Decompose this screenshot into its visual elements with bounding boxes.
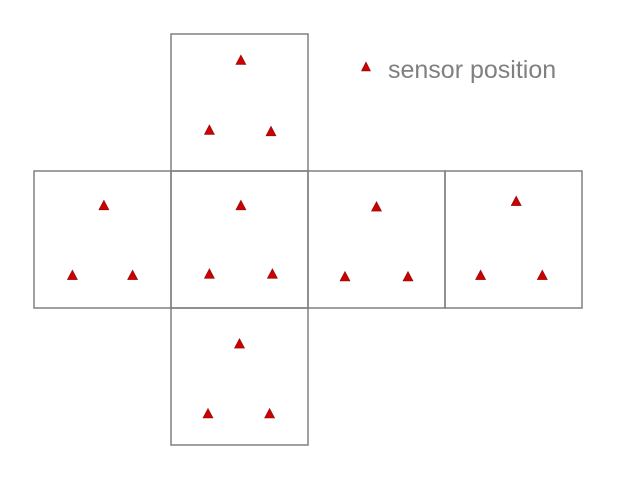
- cube-face-left: [33, 170, 172, 309]
- legend: sensor position: [361, 56, 556, 84]
- sensor-marker-right-3: [402, 270, 414, 282]
- cube-face-right: [307, 170, 446, 309]
- sensor-marker-right-1: [371, 200, 382, 212]
- sensor-marker-top-1: [235, 54, 247, 65]
- sensor-marker-top-2: [203, 124, 215, 135]
- cube-face-bottom: [170, 307, 309, 446]
- cube-face-back: [444, 170, 583, 309]
- sensor-marker-back-3: [536, 269, 548, 280]
- sensor-marker-top-3: [265, 125, 277, 137]
- sensor-marker-front-2: [203, 268, 215, 279]
- sensor-marker-left-3: [127, 269, 139, 280]
- sensor-marker-left-2: [66, 269, 78, 280]
- sensor-marker-bottom-3: [264, 407, 276, 419]
- sensor-marker-bottom-1: [234, 337, 245, 349]
- cube-faces: [33, 33, 583, 446]
- sensor-marker-front-1: [235, 199, 247, 211]
- cube-face-front: [170, 170, 309, 309]
- cube-face-top: [170, 33, 309, 172]
- legend-label: sensor position: [388, 56, 556, 84]
- sensor-markers: [66, 54, 548, 419]
- sensor-marker-bottom-2: [202, 407, 214, 419]
- sensor-marker-left-1: [98, 199, 110, 211]
- sensor-marker-back-2: [475, 269, 487, 280]
- sensor-marker-right-2: [339, 270, 351, 282]
- sensor-marker-back-1: [510, 195, 522, 206]
- sensor-marker-front-3: [266, 268, 278, 279]
- legend-sensor-marker-icon: [361, 61, 371, 72]
